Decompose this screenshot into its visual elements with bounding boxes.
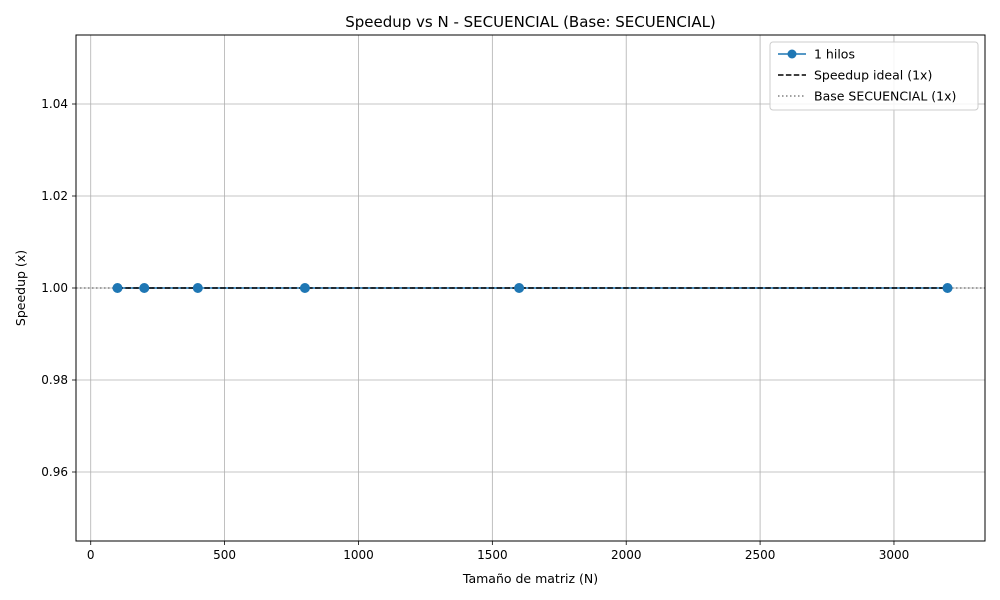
data-point-1-hilos [514, 283, 525, 293]
legend-item-speedup-ideal-label: Speedup ideal (1x) [814, 68, 932, 83]
data-point-1-hilos [112, 283, 123, 293]
y-tick-label: 0.96 [41, 465, 68, 479]
chart-title: Speedup vs N - SECUENCIAL (Base: SECUENC… [345, 13, 716, 31]
series-layer [76, 283, 985, 293]
legend-box [769, 41, 979, 111]
legend-item-1-hilos-marker [787, 49, 797, 59]
y-tick-label: 0.98 [41, 373, 68, 387]
x-tick-label: 500 [213, 548, 236, 562]
x-tick-label: 2500 [745, 548, 776, 562]
x-tick-label: 3000 [879, 548, 910, 562]
data-point-1-hilos [139, 283, 150, 293]
legend-item-base-secuencial-label: Base SECUENCIAL (1x) [814, 89, 956, 104]
x-tick-label: 2000 [611, 548, 642, 562]
y-tick-label: 1.04 [41, 97, 68, 111]
data-point-1-hilos [299, 283, 310, 293]
x-axis-label: Tamaño de matriz (N) [462, 571, 598, 586]
x-tick-label: 1500 [477, 548, 508, 562]
x-tick-label: 0 [87, 548, 95, 562]
y-tick-label: 1.02 [41, 189, 68, 203]
y-axis-label: Speedup (x) [13, 250, 28, 326]
data-point-1-hilos [192, 283, 203, 293]
legend: 1 hilos Speedup ideal (1x) Base SECUENCIAL… [769, 41, 979, 111]
data-point-1-hilos [942, 283, 953, 293]
y-tick-label: 1.00 [41, 281, 68, 295]
legend-item-1-hilos-label: 1 hilos [814, 47, 855, 62]
ticks: 0 500 1000 1500 2000 2500 3000 0.96 0.98 1.00 1.02… [41, 97, 909, 562]
x-tick-label: 1000 [343, 548, 374, 562]
